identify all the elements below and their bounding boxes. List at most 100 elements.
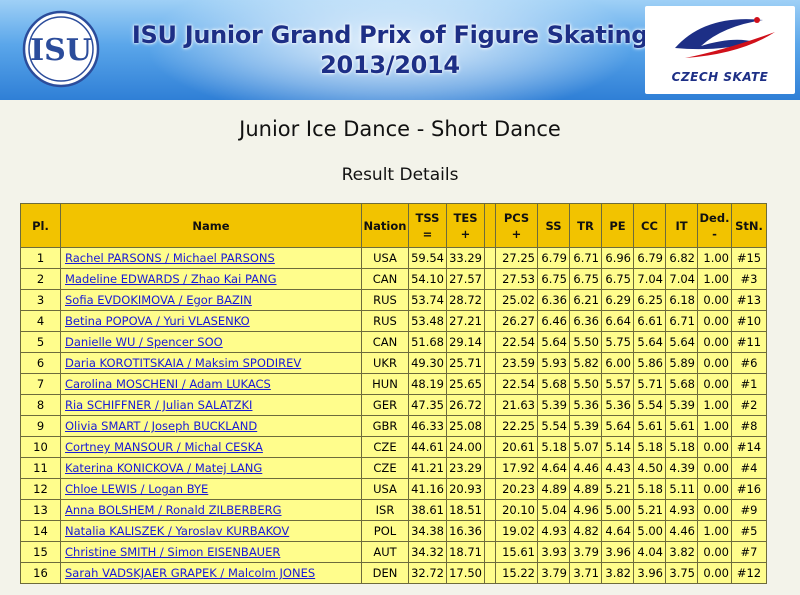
cell-ded: 0.00 xyxy=(697,373,732,395)
cell-pcs: 26.27 xyxy=(495,310,538,332)
column-header-label: Ded. xyxy=(699,210,730,225)
table-row: 16 Sarah VADSKJAER GRAPEK / Malcolm JONES… xyxy=(20,562,767,584)
skater-name-link[interactable]: Cortney MANSOUR / Michal CESKA xyxy=(65,440,263,454)
banner-title-line1: ISU Junior Grand Prix of Figure Skating xyxy=(131,21,649,49)
cell-it: 7.04 xyxy=(665,268,698,290)
cell-blank xyxy=(484,310,496,332)
cell-it: 5.64 xyxy=(665,331,698,353)
cell-tss: 49.30 xyxy=(408,352,447,374)
cell-it: 6.82 xyxy=(665,247,698,269)
skater-name-link[interactable]: Madeline EDWARDS / Zhao Kai PANG xyxy=(65,272,277,286)
cell-tr: 6.21 xyxy=(569,289,602,311)
column-header-tes: TES + xyxy=(446,203,485,248)
skater-name-link[interactable]: Olivia SMART / Joseph BUCKLAND xyxy=(65,419,258,433)
cell-tes: 24.00 xyxy=(446,436,485,458)
cell-blank xyxy=(484,373,496,395)
event-banner: ISU ISU Junior Grand Prix of Figure Skat… xyxy=(0,0,800,100)
cell-tes: 18.71 xyxy=(446,541,485,563)
cell-blank xyxy=(484,268,496,290)
cell-ss: 6.46 xyxy=(537,310,570,332)
cell-pe: 5.57 xyxy=(601,373,634,395)
cell-pl: 13 xyxy=(20,499,61,521)
cell-stn: #2 xyxy=(731,394,767,416)
skater-name-link[interactable]: Katerina KONICKOVA / Matej LANG xyxy=(65,461,263,475)
cell-pe: 5.64 xyxy=(601,415,634,437)
cell-blank xyxy=(484,394,496,416)
skater-name-link[interactable]: Natalia KALISZEK / Yaroslav KURBAKOV xyxy=(65,524,290,538)
cell-pl: 10 xyxy=(20,436,61,458)
cell-cc: 4.50 xyxy=(633,457,666,479)
cell-nation: DEN xyxy=(361,562,409,584)
cell-pl: 7 xyxy=(20,373,61,395)
cell-it: 5.61 xyxy=(665,415,698,437)
skater-name-link[interactable]: Anna BOLSHEM / Ronald ZILBERBERG xyxy=(65,503,282,517)
cell-tr: 5.39 xyxy=(569,415,602,437)
column-header-label: CC xyxy=(641,218,658,233)
skater-name-link[interactable]: Betina POPOVA / Yuri VLASENKO xyxy=(65,314,250,328)
column-header-label: PE xyxy=(609,218,626,233)
column-header-label: TR xyxy=(577,218,594,233)
cell-pcs: 22.54 xyxy=(495,331,538,353)
cell-stn: #12 xyxy=(731,562,767,584)
cell-tss: 46.33 xyxy=(408,415,447,437)
results-table: Pl. Name Nation TSS = TES + PCS + SS TR PE CC IT Ded. -… xyxy=(20,203,767,584)
skater-name-link[interactable]: Rachel PARSONS / Michael PARSONS xyxy=(65,251,275,265)
cell-tss: 54.10 xyxy=(408,268,447,290)
skater-name-link[interactable]: Danielle WU / Spencer SOO xyxy=(65,335,223,349)
cell-tr: 5.50 xyxy=(569,373,602,395)
table-row: 14 Natalia KALISZEK / Yaroslav KURBAKOV PO… xyxy=(20,520,767,542)
column-header-cc: CC xyxy=(633,203,666,248)
cell-it: 4.39 xyxy=(665,457,698,479)
cell-it: 5.68 xyxy=(665,373,698,395)
column-header-operator: = xyxy=(422,226,433,241)
cell-stn: #6 xyxy=(731,352,767,374)
cell-ss: 4.89 xyxy=(537,478,570,500)
cell-pcs: 21.63 xyxy=(495,394,538,416)
skater-name-link[interactable]: Ria SCHIFFNER / Julian SALATZKI xyxy=(65,398,253,412)
skater-name-link[interactable]: Chloe LEWIS / Logan BYE xyxy=(65,482,209,496)
cell-ded: 0.00 xyxy=(697,499,732,521)
skater-name-link[interactable]: Christine SMITH / Simon EISENBAUER xyxy=(65,545,281,559)
cell-name: Christine SMITH / Simon EISENBAUER xyxy=(60,541,362,563)
table-row: 2 Madeline EDWARDS / Zhao Kai PANG CAN 54.1… xyxy=(20,268,767,290)
column-header-label: Pl. xyxy=(32,218,49,233)
cell-name: Carolina MOSCHENI / Adam LUKACS xyxy=(60,373,362,395)
cell-pl: 16 xyxy=(20,562,61,584)
cell-ded: 0.00 xyxy=(697,310,732,332)
cell-ss: 5.64 xyxy=(537,331,570,353)
cell-ss: 5.18 xyxy=(537,436,570,458)
cell-stn: #1 xyxy=(731,373,767,395)
column-header-label: Nation xyxy=(363,218,407,233)
czech-skate-logo-text: CZECH SKATE xyxy=(671,70,769,84)
cell-it: 3.75 xyxy=(665,562,698,584)
table-row: 9 Olivia SMART / Joseph BUCKLAND GBR 46.33 2… xyxy=(20,415,767,437)
skater-name-link[interactable]: Carolina MOSCHENI / Adam LUKACS xyxy=(65,377,271,391)
cell-nation: AUT xyxy=(361,541,409,563)
cell-cc: 6.25 xyxy=(633,289,666,311)
banner-title: ISU Junior Grand Prix of Figure Skating … xyxy=(130,20,650,80)
cell-tes: 17.50 xyxy=(446,562,485,584)
cell-pl: 11 xyxy=(20,457,61,479)
cell-stn: #3 xyxy=(731,268,767,290)
cell-it: 5.89 xyxy=(665,352,698,374)
cell-stn: #8 xyxy=(731,415,767,437)
table-row: 6 Daria KOROTITSKAIA / Maksim SPODIREV UKR… xyxy=(20,352,767,374)
skater-name-link[interactable]: Sarah VADSKJAER GRAPEK / Malcolm JONES xyxy=(65,566,316,580)
cell-ss: 5.93 xyxy=(537,352,570,374)
column-header-tr: TR xyxy=(569,203,602,248)
cell-ss: 6.75 xyxy=(537,268,570,290)
cell-blank xyxy=(484,289,496,311)
cell-pe: 5.14 xyxy=(601,436,634,458)
table-row: 1 Rachel PARSONS / Michael PARSONS USA 59.5… xyxy=(20,247,767,269)
cell-cc: 5.61 xyxy=(633,415,666,437)
cell-tss: 41.21 xyxy=(408,457,447,479)
cell-pe: 6.64 xyxy=(601,310,634,332)
skater-name-link[interactable]: Daria KOROTITSKAIA / Maksim SPODIREV xyxy=(65,356,302,370)
cell-tss: 44.61 xyxy=(408,436,447,458)
cell-cc: 4.04 xyxy=(633,541,666,563)
skater-name-link[interactable]: Sofia EVDOKIMOVA / Egor BAZIN xyxy=(65,293,252,307)
cell-stn: #14 xyxy=(731,436,767,458)
cell-ss: 5.39 xyxy=(537,394,570,416)
cell-tr: 5.82 xyxy=(569,352,602,374)
table-row: 4 Betina POPOVA / Yuri VLASENKO RUS 53.48 27… xyxy=(20,310,767,332)
